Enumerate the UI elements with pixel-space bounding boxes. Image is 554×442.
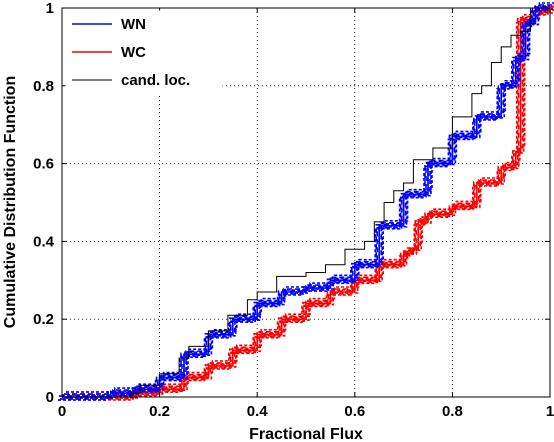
x-tick-label: 1 xyxy=(546,403,554,420)
x-tick-label: 0 xyxy=(58,403,66,420)
series-line-wn-variant xyxy=(59,6,547,397)
x-tick-label: 0.2 xyxy=(149,403,170,420)
y-tick-label: 0.6 xyxy=(33,156,54,173)
legend: WN WC cand. loc. xyxy=(65,10,223,96)
ticks: 0 0.2 0.4 0.6 0.8 1 0 0.2 0.4 0.6 0.8 1 xyxy=(33,0,554,420)
series-cand-loc xyxy=(62,7,550,398)
series-line-cand-loc xyxy=(62,7,550,398)
series-line-wn-variant xyxy=(64,4,552,395)
plot-area xyxy=(58,2,554,401)
legend-label-cand-loc: cand. loc. xyxy=(121,72,190,89)
series-line-wn-variant xyxy=(65,8,553,399)
legend-box xyxy=(65,10,223,96)
y-tick-label: 1 xyxy=(46,0,54,17)
y-axis-label: Cumulative Distribution Function xyxy=(2,76,19,328)
y-tick-label: 0.4 xyxy=(33,233,55,250)
legend-label-wc: WC xyxy=(121,44,146,61)
series-line-wc-variant xyxy=(66,3,554,393)
x-tick-label: 0.8 xyxy=(442,403,463,420)
series-wn xyxy=(58,2,554,401)
series-line-wc-variant xyxy=(58,11,547,401)
x-tick-label: 0.4 xyxy=(247,403,269,420)
x-axis-label: Fractional Flux xyxy=(249,426,363,442)
series-line-wc-variant xyxy=(62,6,551,396)
y-tick-label: 0.8 xyxy=(33,78,54,95)
series-line-wn xyxy=(62,7,550,398)
axes-frame xyxy=(61,7,551,398)
series-line-wn-variant xyxy=(58,10,546,401)
x-tick-label: 0.6 xyxy=(344,403,365,420)
series-line-wc-variant xyxy=(65,9,554,399)
y-tick-label: 0.2 xyxy=(33,311,54,328)
y-tick-label: 0 xyxy=(46,389,54,406)
series-line-wn-variant xyxy=(62,5,550,396)
legend-label-wn: WN xyxy=(121,16,146,33)
